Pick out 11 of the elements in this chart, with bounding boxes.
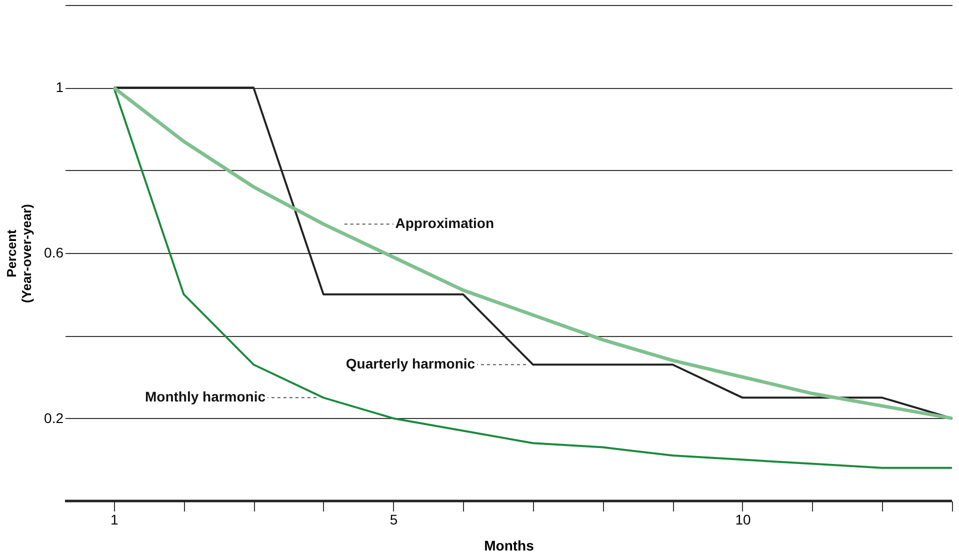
x-tick-label: 10 (735, 512, 751, 528)
y-axis-title: Percent (Year-over-year) (4, 204, 34, 303)
x-tick-label: 1 (110, 512, 118, 528)
y-tick-label: 0.6 (44, 244, 64, 260)
series-label: Approximation (395, 215, 494, 232)
text: Quarterly harmonic (346, 356, 476, 372)
x-axis-title: Months (484, 538, 534, 554)
series-label: Monthly harmonic (144, 388, 266, 405)
x-tick-label: 5 (390, 512, 398, 528)
y-tick-label: 1 (56, 79, 64, 96)
y-tick-label: 0.2 (44, 410, 64, 426)
